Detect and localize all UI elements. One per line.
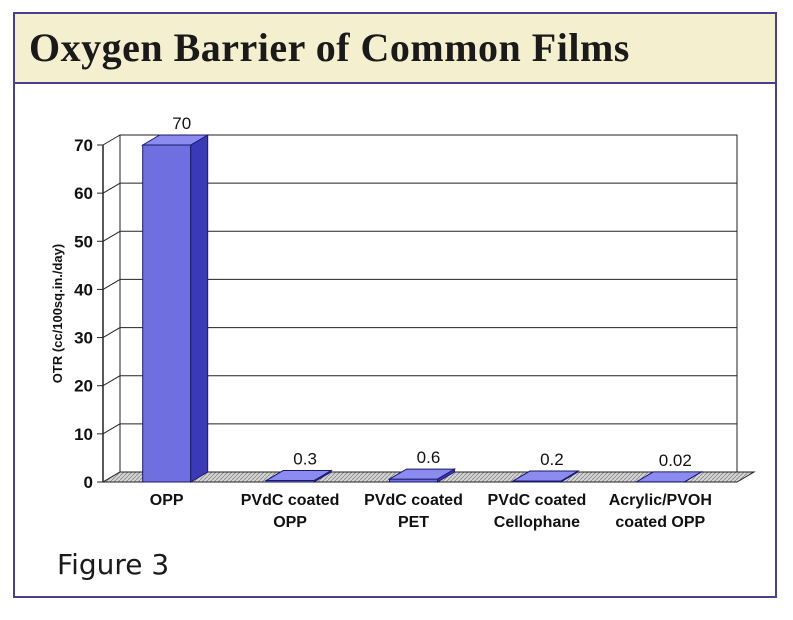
bar-top xyxy=(634,471,704,483)
title-bar: Oxygen Barrier of Common Films xyxy=(15,14,775,84)
chart-title: Oxygen Barrier of Common Films xyxy=(29,25,630,70)
bar-top xyxy=(140,134,210,146)
figure-label: Figure 3 xyxy=(57,548,170,581)
x-tick-label: coated OPP xyxy=(615,514,705,531)
x-tick-label: Acrylic/PVOH xyxy=(609,492,712,509)
bar-top xyxy=(387,468,457,480)
gridline-side xyxy=(102,230,121,242)
y-tick-label: 40 xyxy=(74,280,93,299)
plot-back-wall xyxy=(119,134,738,473)
data-label: 0.3 xyxy=(293,450,317,469)
y-axis-label: OTR (cc/100sq.in./day) xyxy=(50,244,65,383)
y-tick-label: 60 xyxy=(74,184,93,203)
x-tick-label: PVdC coated xyxy=(241,492,340,509)
y-tick-label: 70 xyxy=(74,136,93,155)
gridline-side xyxy=(102,375,121,387)
data-label: 0.6 xyxy=(417,448,441,467)
bar-side xyxy=(190,134,209,483)
gridline-side xyxy=(102,134,121,146)
bar-front xyxy=(142,144,192,483)
y-tick-label: 10 xyxy=(74,425,93,444)
gridline-side xyxy=(102,278,121,290)
bar-top xyxy=(511,470,580,482)
x-tick-label: OPP xyxy=(273,514,307,531)
x-tick-label: PVdC coated xyxy=(364,492,463,509)
gridline-side xyxy=(102,423,121,435)
y-tick-label: 20 xyxy=(74,377,93,396)
gridline-side xyxy=(102,327,121,339)
data-label: 70 xyxy=(172,114,191,133)
y-tick-label: 50 xyxy=(74,232,93,251)
x-tick-label: PET xyxy=(398,514,429,531)
x-tick-label: Cellophane xyxy=(494,514,580,531)
data-label: 0.2 xyxy=(540,450,564,469)
data-label: 0.02 xyxy=(659,451,692,470)
bar-top xyxy=(264,470,333,482)
x-tick-label: OPP xyxy=(150,492,184,509)
y-tick-label: 0 xyxy=(84,473,93,492)
x-tick-label: PVdC coated xyxy=(488,492,587,509)
y-tick-label: 30 xyxy=(74,329,93,348)
gridline-side xyxy=(102,182,121,194)
